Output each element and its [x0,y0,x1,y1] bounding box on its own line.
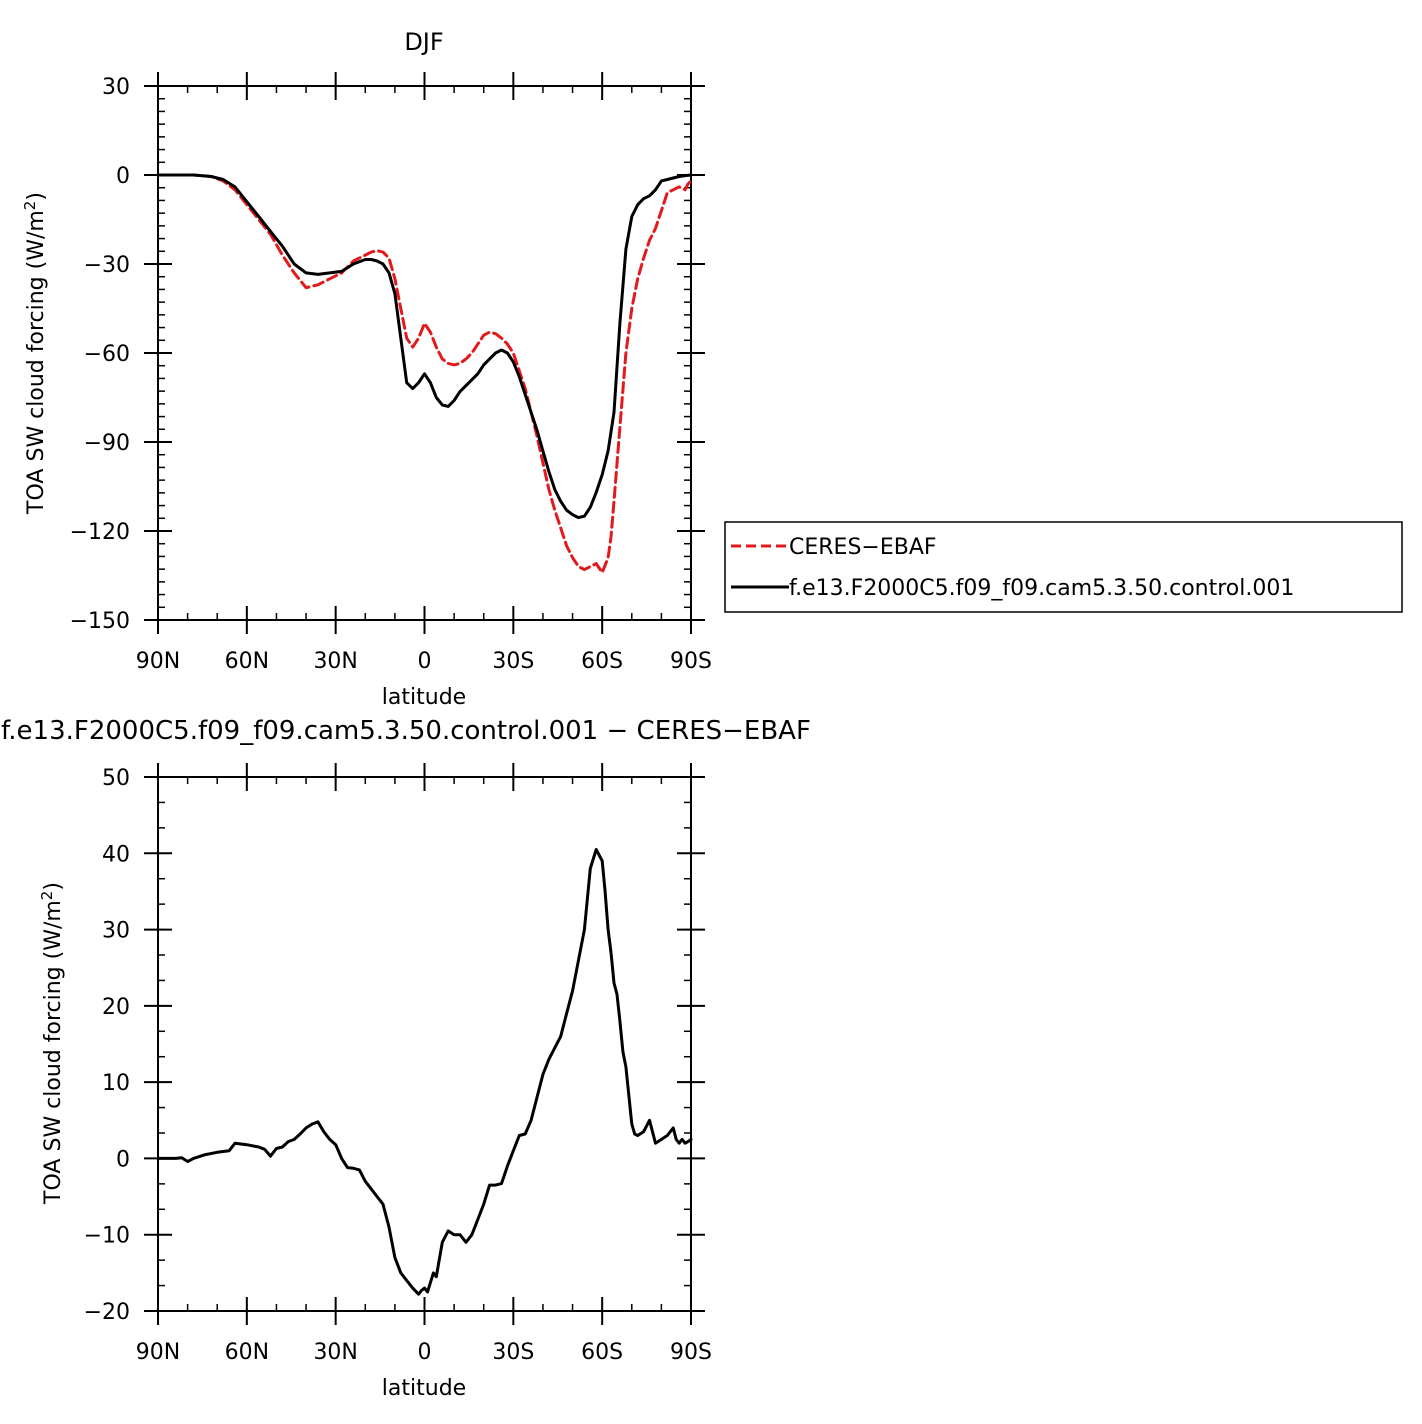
bottom-y-tick-label: 10 [102,1071,130,1096]
bottom-y-tick-label: −10 [84,1224,130,1249]
top-chart-series [156,173,693,574]
bottom-chart-title: f.e13.F2000C5.f09_f09.cam5.3.50.control.… [1,716,811,746]
bottom-x-tick-label: 60N [225,1340,269,1365]
top-y-tick-label: 0 [116,164,130,189]
legend-label-model: f.e13.F2000C5.f09_f09.cam5.3.50.control.… [789,576,1294,601]
top-x-tick-label: 90S [670,649,712,674]
top-y-tick-label: −60 [84,342,130,367]
legend-box [724,521,1403,613]
top-chart-y-axis-label: TOA SW cloud forcing (W/m2) [21,192,49,515]
top-y-tick-label: 30 [102,75,130,100]
top-series-line-1 [156,173,693,520]
top-chart: DJF 90N 60N 30N 0 30S 60S 90S 30 0 −30 −60 −90 −120… [21,28,712,710]
top-chart-y-axis: 30 0 −30 −60 −90 −120 −150 [70,75,705,634]
bottom-chart-series [156,848,693,1296]
bottom-y-tick-label: 20 [102,995,130,1020]
bottom-y-tick-label: 50 [102,766,130,791]
top-x-tick-label: 30S [492,649,534,674]
top-y-tick-label: −150 [70,609,130,634]
top-x-tick-label: 30N [313,649,357,674]
bottom-x-tick-label: 30S [492,1340,534,1365]
bottom-x-tick-label: 30N [313,1340,357,1365]
bottom-chart: f.e13.F2000C5.f09_f09.cam5.3.50.control.… [1,716,811,1401]
bottom-chart-plot-frame [157,776,692,1312]
legend: CERES−EBAF f.e13.F2000C5.f09_f09.cam5.3.… [724,521,1403,613]
top-y-tick-label: −90 [84,431,130,456]
top-x-tick-label: 90N [136,649,180,674]
top-y-tick-label: −30 [84,253,130,278]
bottom-series-line-0 [156,848,693,1296]
bottom-y-tick-label: −20 [84,1300,130,1325]
top-x-tick-label: 0 [418,649,432,674]
top-chart-x-axis: 90N 60N 30N 0 30S 60S 90S [136,72,712,674]
bottom-y-tick-label: 40 [102,842,130,867]
bottom-x-tick-label: 60S [581,1340,623,1365]
legend-label-ceres-ebaf: CERES−EBAF [789,535,937,560]
bottom-chart-y-axis-label: TOA SW cloud forcing (W/m2) [38,882,66,1205]
bottom-x-tick-label: 0 [418,1340,432,1365]
bottom-x-tick-label: 90N [136,1340,180,1365]
top-chart-title: DJF [404,28,443,56]
bottom-chart-x-axis-label: latitude [382,1376,466,1401]
bottom-x-tick-label: 90S [670,1340,712,1365]
top-x-tick-label: 60S [581,649,623,674]
top-x-tick-label: 60N [225,649,269,674]
bottom-y-tick-label: 0 [116,1147,130,1172]
top-series-line-0 [156,173,693,574]
top-y-tick-label: −120 [70,520,130,545]
bottom-chart-x-axis: 90N 60N 30N 0 30S 60S 90S [136,763,712,1365]
bottom-y-tick-label: 30 [102,919,130,944]
top-chart-x-axis-label: latitude [382,685,466,710]
bottom-chart-y-axis: 50 40 30 20 10 0 −10 −20 [84,766,705,1325]
